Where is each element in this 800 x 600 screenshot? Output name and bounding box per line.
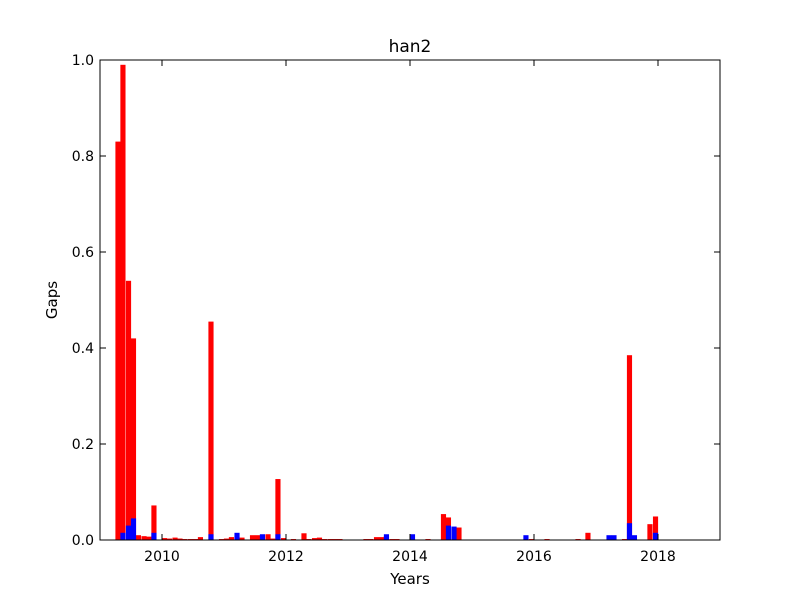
- x-tick-label: 2010: [144, 549, 180, 565]
- blue-bar: [120, 532, 126, 540]
- y-tick-label: 0.4: [72, 341, 94, 357]
- red-bar: [239, 537, 245, 540]
- red-bar: [172, 537, 178, 540]
- blue-bar: [208, 534, 214, 540]
- blue-bar: [275, 534, 281, 540]
- blue-bar: [523, 535, 529, 540]
- red-bar: [197, 537, 204, 540]
- red-bar: [146, 536, 152, 540]
- red-bar: [456, 527, 462, 540]
- y-tick-label: 0.6: [72, 245, 94, 261]
- y-axis-label: Gaps: [43, 281, 61, 319]
- x-tick-label: 2012: [268, 549, 304, 565]
- red-bar: [130, 338, 137, 540]
- plot-frame: [99, 59, 721, 541]
- blue-bar: [652, 532, 659, 540]
- blue-bar: [611, 535, 617, 540]
- blue-bar: [234, 532, 240, 540]
- blue-bar: [125, 525, 132, 540]
- blue-bar: [626, 523, 633, 540]
- red-bar: [177, 538, 183, 540]
- red-bar: [166, 538, 173, 540]
- red-bar: [585, 532, 591, 540]
- y-tick-label: 0.2: [72, 437, 94, 453]
- red-bar: [208, 321, 214, 540]
- red-bar: [280, 538, 287, 540]
- red-bar: [440, 514, 447, 540]
- blue-bar: [409, 534, 416, 540]
- red-bar: [652, 516, 659, 540]
- red-bar: [316, 537, 323, 540]
- red-bar: [270, 538, 276, 540]
- blue-bar: [451, 526, 457, 540]
- chart-title: han2: [389, 37, 432, 57]
- blue-bar: [631, 535, 638, 540]
- blue-bar: [445, 525, 452, 540]
- blue-bar: [606, 535, 612, 540]
- red-bar: [120, 64, 126, 541]
- bars-group: [115, 64, 659, 541]
- red-bar: [135, 535, 142, 540]
- red-bar: [151, 505, 157, 540]
- ticks-group: 2010 2012 2014 2016 2018 0.0 0.2 0.4 0.6 0.8 1.0: [72, 53, 720, 565]
- y-tick-label: 0.0: [72, 533, 94, 549]
- red-bar: [254, 535, 261, 540]
- red-bar: [141, 536, 147, 540]
- red-bar: [301, 533, 307, 540]
- blue-bar: [130, 518, 137, 540]
- red-bar: [161, 538, 168, 540]
- x-tick-label: 2016: [516, 549, 552, 565]
- red-bar: [647, 524, 653, 540]
- x-axis-label: Years: [389, 570, 430, 588]
- red-bar: [115, 141, 121, 540]
- red-bar: [228, 537, 235, 540]
- x-tick-label: 2014: [392, 549, 428, 565]
- y-tick-label: 0.8: [72, 149, 94, 165]
- red-bar: [249, 535, 256, 540]
- red-bar: [275, 479, 281, 540]
- blue-bar: [383, 534, 390, 540]
- red-bar: [125, 280, 132, 540]
- red-bar: [311, 538, 318, 540]
- red-bar: [626, 355, 633, 540]
- red-bar: [378, 537, 385, 540]
- blue-bar: [151, 532, 157, 540]
- blue-bar: [259, 534, 266, 540]
- red-bar: [223, 538, 230, 540]
- x-tick-label: 2018: [640, 549, 676, 565]
- red-bar: [373, 537, 380, 540]
- y-tick-label: 1.0: [72, 53, 94, 69]
- red-bar: [265, 534, 271, 540]
